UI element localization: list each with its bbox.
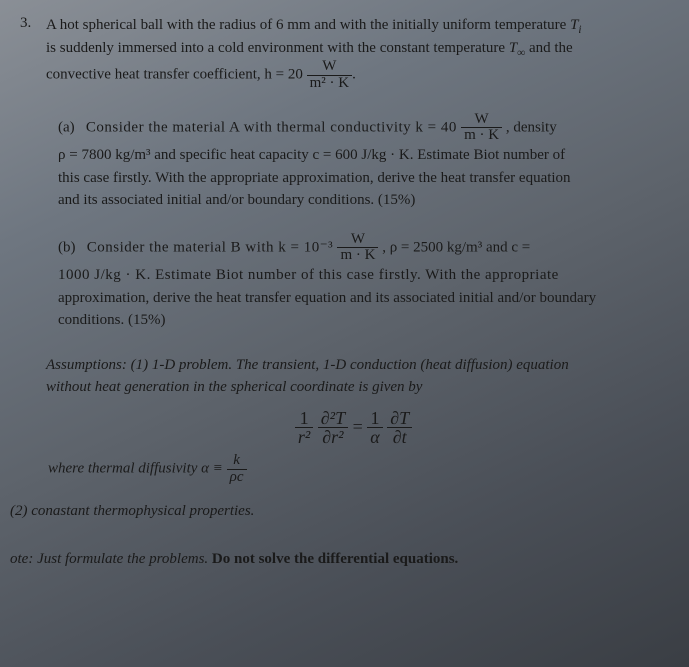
part-b-text3: approximation, derive the heat transfer … — [58, 290, 596, 306]
head-line3: convective heat transfer coefficient, h … — [46, 67, 307, 83]
problem-number: 3. — [20, 12, 31, 35]
head-line1: A hot spherical ball with the radius of … — [46, 17, 570, 33]
part-b-label: (b) — [58, 239, 76, 255]
head-line2b: and the — [529, 40, 573, 56]
heat-equation: 1r² ∂²T∂r² = 1α ∂T∂t — [46, 409, 661, 448]
part-b-text2: 1000 J/kg · K. Estimate Biot number of t… — [58, 267, 559, 283]
part-a: (a) Consider the material A with thermal… — [46, 112, 661, 212]
assumptions: Assumptions: (1) 1-D problem. The transi… — [46, 354, 661, 523]
part-a-text2: ρ = 7800 kg/m³ and specific heat capacit… — [58, 147, 565, 163]
note-bold: Do not solve the differential equations. — [212, 551, 458, 567]
alpha-definition: where thermal diffusivity α ≡ kρc — [48, 453, 661, 486]
assump-line2: without heat generation in the spherical… — [46, 379, 422, 395]
part-b-k-unit: W m · K — [337, 232, 378, 265]
part-b-text1: Consider the material B with k = 10⁻³ — [87, 239, 338, 255]
note-lead: ote: Just formulate the problems. — [10, 551, 212, 567]
part-a-text4: and its associated initial and/or bounda… — [58, 192, 415, 208]
problem-statement: A hot spherical ball with the radius of … — [46, 14, 661, 92]
part-a-k-unit: W m · K — [461, 112, 502, 145]
part-b: (b) Consider the material B with k = 10⁻… — [46, 232, 661, 332]
part-a-label: (a) — [58, 119, 75, 135]
eq-equals: = — [353, 416, 368, 436]
assump-line1: Assumptions: (1) 1-D problem. The transi… — [46, 357, 569, 373]
period: . — [352, 67, 356, 83]
part-b-text4: conditions. (15%) — [58, 312, 165, 328]
part-a-text1b: , density — [506, 119, 557, 135]
symbol-Tinf: T∞ — [509, 40, 525, 56]
part-a-text1: Consider the material A with thermal con… — [86, 119, 461, 135]
head-line2: is suddenly immersed into a cold environ… — [46, 40, 509, 56]
h-unit: W m² · K — [307, 59, 353, 92]
part-a-text3: this case firstly. With the appropriate … — [58, 170, 571, 186]
note: ote: Just formulate the problems. Do not… — [10, 548, 661, 571]
assump-line3: (2) conastant thermophysical properties. — [10, 500, 661, 523]
symbol-Ti: Ti — [570, 17, 581, 33]
part-b-text1b: , ρ = 2500 kg/m³ and c = — [382, 239, 530, 255]
